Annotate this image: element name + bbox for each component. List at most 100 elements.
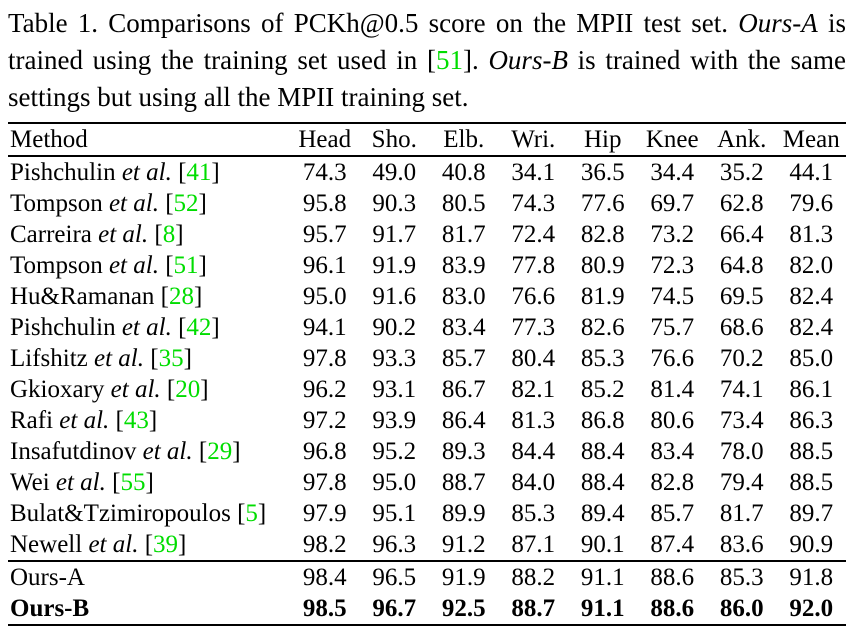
citation-link[interactable]: 52 bbox=[173, 189, 199, 217]
score-cell: 97.2 bbox=[302, 406, 347, 434]
score-cell: 95.0 bbox=[302, 282, 347, 310]
method-name: Rafi bbox=[10, 406, 54, 434]
citation-bracket: ] bbox=[198, 189, 207, 217]
score-cell: 78.0 bbox=[719, 437, 764, 465]
citation-link[interactable]: 28 bbox=[169, 282, 194, 310]
score-cell: 89.7 bbox=[789, 499, 834, 527]
table-row: Bulat&Tzimiropoulos [5] 97.9 95.1 89.9 85.3 8… bbox=[8, 498, 846, 529]
score-cell: 83.4 bbox=[441, 313, 486, 341]
method-cell: Lifshitz et al. [35] bbox=[8, 343, 290, 374]
score-cell: 49.0 bbox=[372, 158, 417, 186]
score-cell: 90.2 bbox=[372, 313, 417, 341]
score-cell: 83.4 bbox=[650, 437, 695, 465]
method-name: Carreira bbox=[10, 220, 92, 248]
score-cell: 73.2 bbox=[650, 220, 695, 248]
citation-link[interactable]: 5 bbox=[245, 499, 258, 527]
citation-link[interactable]: 39 bbox=[153, 530, 179, 558]
citation-link[interactable]: 8 bbox=[162, 220, 176, 248]
etal-label: et al. bbox=[136, 437, 193, 465]
score-cell: 91.1 bbox=[580, 594, 625, 622]
citation-link[interactable]: 35 bbox=[158, 344, 184, 372]
citation-bracket: [ bbox=[138, 530, 154, 558]
score-cell: 82.8 bbox=[580, 220, 625, 248]
score-cell: 66.4 bbox=[719, 220, 764, 248]
citation-bracket: ] bbox=[211, 313, 220, 341]
score-cell: 86.0 bbox=[719, 594, 764, 622]
score-cell: 88.6 bbox=[650, 563, 695, 591]
score-cell: 64.8 bbox=[719, 251, 764, 279]
citation-link[interactable]: 51 bbox=[173, 251, 199, 279]
citation-link[interactable]: 20 bbox=[175, 375, 201, 403]
score-cell: 98.2 bbox=[302, 530, 347, 558]
table-row: Ours-A 98.4 96.5 91.9 88.2 91.1 88.6 85.3 91.8 bbox=[8, 561, 846, 593]
method-name: Pishchulin bbox=[10, 158, 116, 186]
score-cell: 40.8 bbox=[441, 158, 486, 186]
citation-link[interactable]: 55 bbox=[120, 468, 146, 496]
score-cell: 79.6 bbox=[789, 189, 834, 217]
table-row: Pishchulin et al. [41] 74.3 49.0 40.8 34.1 36… bbox=[8, 156, 846, 188]
score-cell: 77.8 bbox=[511, 251, 556, 279]
score-cell: 82.8 bbox=[650, 468, 695, 496]
citation-link[interactable]: 41 bbox=[186, 158, 212, 186]
score-cell: 88.2 bbox=[511, 563, 556, 591]
etal-label: et al. bbox=[87, 344, 145, 372]
score-cell: 91.2 bbox=[441, 530, 486, 558]
citation-link[interactable]: 29 bbox=[207, 437, 233, 465]
method-cell: Tompson et al. [51] bbox=[8, 250, 290, 281]
score-cell: 97.9 bbox=[302, 499, 347, 527]
score-cell: 91.8 bbox=[789, 563, 834, 591]
score-cell: 93.9 bbox=[372, 406, 417, 434]
citation-bracket: ] bbox=[200, 375, 209, 403]
score-cell: 35.2 bbox=[719, 158, 764, 186]
etal-label: et al. bbox=[53, 406, 110, 434]
method-cell: Insafutdinov et al. [29] bbox=[8, 436, 290, 467]
score-cell: 88.7 bbox=[511, 594, 556, 622]
etal-label: et al. bbox=[104, 375, 161, 403]
method-name: Bulat&Tzimiropoulos bbox=[10, 499, 231, 527]
score-cell: 91.9 bbox=[372, 251, 417, 279]
method-name: Ours-A bbox=[10, 563, 85, 591]
method-cell: Tompson et al. [52] bbox=[8, 188, 290, 219]
citation-link[interactable]: 42 bbox=[186, 313, 212, 341]
table-caption: Table 1. Comparisons of PCKh@0.5 score o… bbox=[0, 0, 854, 122]
score-cell: 93.1 bbox=[372, 375, 417, 403]
score-cell: 92.0 bbox=[789, 594, 834, 622]
score-cell: 86.8 bbox=[580, 406, 625, 434]
citation-bracket: ] bbox=[183, 344, 192, 372]
score-cell: 98.5 bbox=[302, 594, 347, 622]
column-header-knee: Knee bbox=[645, 125, 699, 153]
score-cell: 94.1 bbox=[302, 313, 347, 341]
citation-bracket: [ bbox=[109, 406, 124, 434]
score-cell: 96.8 bbox=[302, 437, 347, 465]
citation-bracket: [ bbox=[105, 468, 121, 496]
score-cell: 76.6 bbox=[511, 282, 556, 310]
score-cell: 91.1 bbox=[580, 563, 625, 591]
score-cell: 86.1 bbox=[789, 375, 834, 403]
citation-bracket: [ bbox=[154, 282, 169, 310]
citation-bracket: [ bbox=[158, 189, 174, 217]
column-header-hip: Hip bbox=[584, 125, 622, 153]
score-cell: 86.4 bbox=[441, 406, 486, 434]
score-cell: 72.4 bbox=[511, 220, 556, 248]
caption-text: is trained with the same settings but us… bbox=[8, 45, 846, 112]
citation-link[interactable]: 43 bbox=[123, 406, 149, 434]
citation-bracket: ] bbox=[257, 499, 267, 527]
caption-text: Table 1. Comparisons of PCKh@0.5 score o… bbox=[8, 8, 739, 38]
score-cell: 72.3 bbox=[650, 251, 695, 279]
table-row: Hu&Ramanan [28] 95.0 91.6 83.0 76.6 81.9 74.5 6… bbox=[8, 281, 846, 312]
score-cell: 81.7 bbox=[719, 499, 764, 527]
score-cell: 97.8 bbox=[302, 468, 347, 496]
caption-text: is trained using the training set used i… bbox=[8, 8, 846, 75]
header-row: Method Head Sho. Elb. Wri. Hip Knee Ank.… bbox=[8, 123, 846, 156]
citation-bracket: ] bbox=[145, 468, 154, 496]
score-cell: 85.3 bbox=[511, 499, 556, 527]
method-name: Hu&Ramanan bbox=[10, 282, 155, 310]
citation-link[interactable]: 51 bbox=[435, 45, 463, 75]
score-cell: 88.4 bbox=[580, 437, 625, 465]
table-row: Gkioxary et al. [20] 96.2 93.1 86.7 82.1 85.2… bbox=[8, 374, 846, 405]
score-cell: 81.4 bbox=[650, 375, 695, 403]
table-row: Insafutdinov et al. [29] 96.8 95.2 89.3 84.4… bbox=[8, 436, 846, 467]
score-cell: 74.3 bbox=[511, 189, 556, 217]
score-cell: 82.0 bbox=[789, 251, 834, 279]
table-row: Tompson et al. [51] 96.1 91.9 83.9 77.8 80.9 7… bbox=[8, 250, 846, 281]
